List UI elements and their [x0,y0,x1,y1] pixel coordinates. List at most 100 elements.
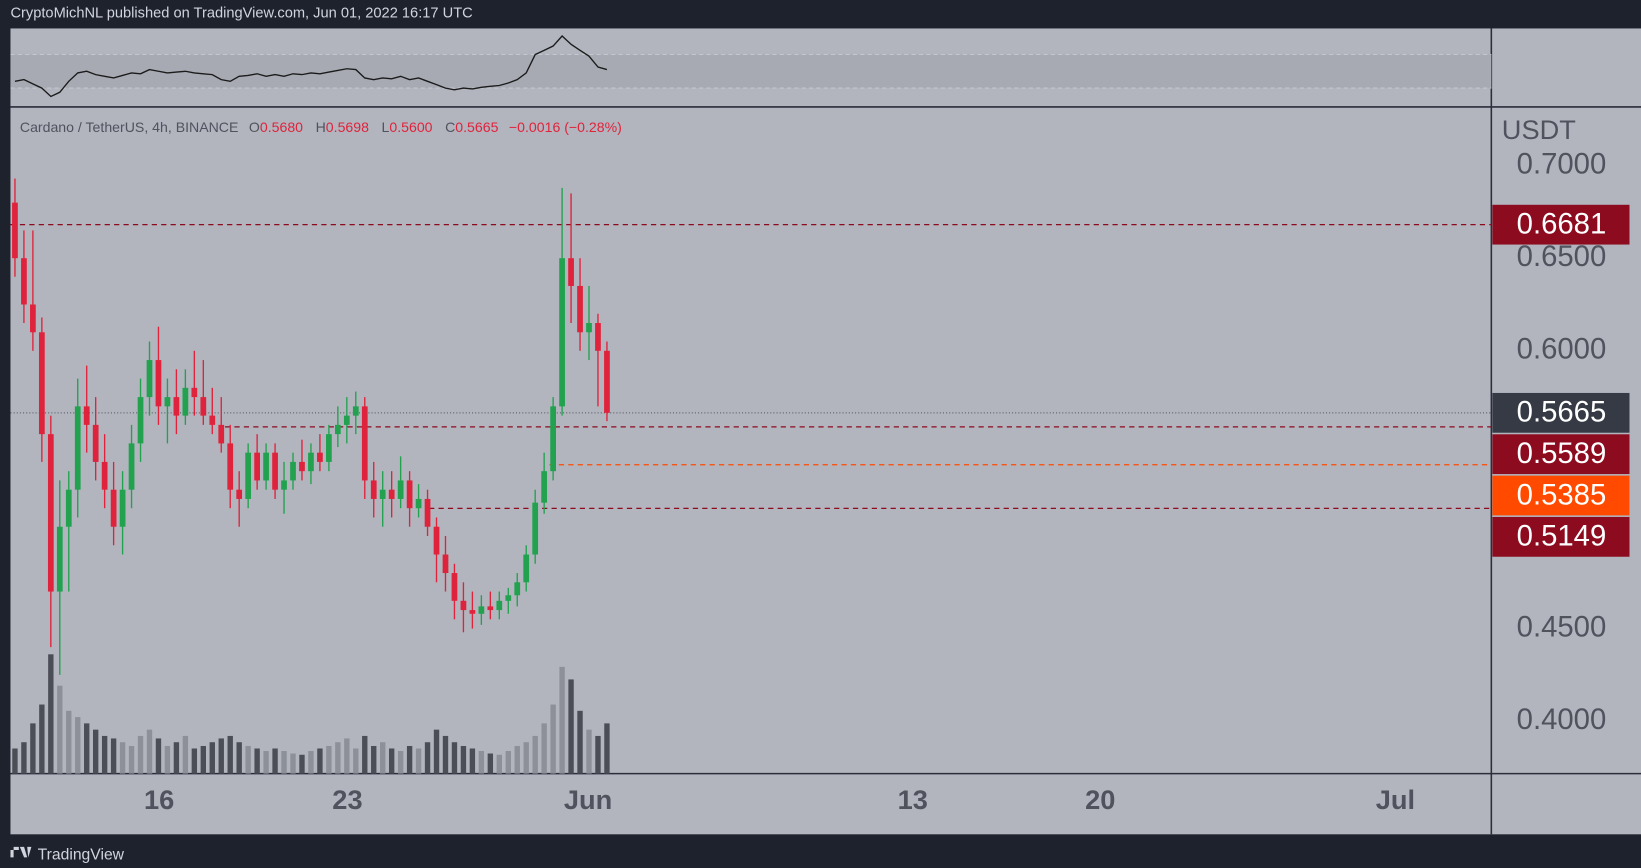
volume-bar [478,751,485,774]
time-axis [10,773,1641,835]
candle-body [415,498,422,509]
volume-bar [227,735,233,774]
volume-bar [344,738,350,774]
candle-body [343,415,350,425]
candle-body [514,582,521,596]
candle-body [38,332,45,435]
volume-bar [532,735,538,774]
candle-body [406,480,413,509]
candle-body [469,610,476,614]
volume-bar [66,710,72,774]
candle-body [433,526,440,555]
candle-body [568,258,574,286]
volume-bar [182,735,189,774]
x-tick-label: 13 [898,784,928,815]
volume-bar [57,685,63,774]
legend-key: H [316,119,326,135]
candle-body [290,461,296,481]
volume-bar [84,723,90,774]
volume-bar [505,751,511,774]
candle-body [173,397,180,416]
volume-bar [191,748,198,774]
volume-bar [442,735,449,774]
candle-body [559,258,565,407]
candle-body [47,434,54,592]
price-label: 0.5665 [1517,396,1607,429]
volume-bar [281,751,287,774]
volume-bar [380,742,386,774]
volume-bar [577,710,583,774]
volume-bar [496,754,502,774]
volume-bar [128,745,135,774]
candle-body [317,452,323,462]
brand: TradingView [38,846,125,863]
candle-body [245,452,252,499]
y-tick-label: 0.4000 [1517,703,1607,736]
candle-body [128,443,135,490]
volume-bar [12,748,18,774]
price-label: 0.5385 [1517,478,1607,511]
candle-body [397,480,404,499]
volume-bar [353,748,359,774]
volume-bar [460,745,467,774]
legend-value: 0.5600 [389,119,432,135]
candle-body [505,595,512,601]
volume-bar [559,666,565,774]
volume-bar [272,748,278,774]
candle-body [101,461,108,490]
candle-body [146,360,153,398]
candle-body [236,489,243,499]
volume-bar [335,742,341,774]
legend-value: 0.5698 [326,119,369,135]
volume-bar [164,745,171,774]
candle-body [30,304,36,333]
x-tick-label: Jul [1376,784,1415,815]
volume-bar [119,742,126,774]
candle-body [361,406,368,481]
candle-body [21,258,27,305]
volume-bar [209,742,215,774]
legend-key: C [445,119,455,135]
volume-bar [263,751,269,774]
y-tick-label: 0.6500 [1517,240,1607,273]
candle-body [334,424,341,435]
candle-body [541,471,548,503]
price-label-box [1492,204,1630,245]
candle-body [227,443,234,490]
candle-body [182,387,189,416]
logo [10,846,32,858]
volume-bar [406,745,413,774]
price-label: 0.6681 [1517,207,1607,240]
candle-body [460,600,467,611]
candle-body [137,397,144,444]
candle-body [56,526,63,592]
candle-body [155,360,162,407]
candle-body [263,452,269,481]
volume-bar [487,753,494,774]
legend-key: O [249,119,260,135]
candle-body [586,323,592,333]
candle-body [12,202,18,259]
candle-body [478,606,485,614]
candle-body [218,424,225,444]
volume-bar [92,729,99,774]
volume-bar [604,723,610,774]
candle-body [92,424,99,462]
volume-bar [137,735,144,774]
price-label-box [1492,516,1630,557]
candle-body [370,480,377,499]
volume-bar [469,748,476,774]
candle-body [200,397,207,416]
candle-body [209,415,216,425]
volume-bar [586,729,592,774]
x-tick-label: Jun [564,784,612,815]
legend-value: 0.5665 [455,119,498,135]
volume-bar [21,742,27,774]
candle-body [119,489,126,527]
candle-body [487,606,494,611]
legend-symbol: Cardano / TetherUS, 4h, BINANCE [20,119,239,135]
candle-body [595,323,601,351]
candle-body [604,350,610,413]
